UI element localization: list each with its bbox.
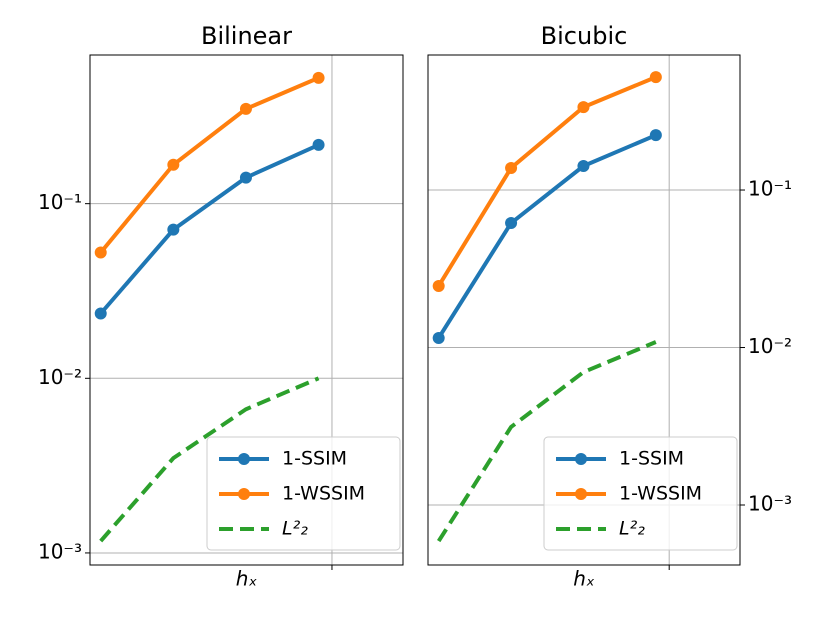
- data-point: [239, 102, 252, 115]
- data-point: [432, 331, 445, 344]
- data-point: [239, 171, 252, 184]
- chart-title: Bicubic: [541, 22, 628, 50]
- series-line: [436, 75, 657, 287]
- y-tick-label: 10⁻²: [748, 334, 792, 358]
- legend-marker: [238, 488, 250, 500]
- data-point: [577, 101, 590, 114]
- legend-marker: [575, 453, 587, 465]
- legend-marker: [238, 453, 250, 465]
- data-point: [505, 161, 518, 174]
- y-tick-label: 10⁻¹: [748, 177, 792, 201]
- legend-label: L²₂: [282, 518, 308, 540]
- chart-title: Bilinear: [201, 22, 292, 50]
- legend-box: [543, 436, 738, 551]
- legend-label: 1-SSIM: [619, 448, 684, 470]
- data-point: [432, 279, 445, 292]
- legend-marker: [575, 488, 587, 500]
- legend-label: 1-WSSIM: [619, 483, 702, 505]
- data-point: [649, 71, 662, 84]
- y-tick-label: 10⁻¹: [38, 190, 82, 214]
- axes-frame: [89, 54, 404, 566]
- series-line: [99, 76, 320, 254]
- legend-label: L²₂: [619, 518, 645, 540]
- series-line: [436, 133, 657, 340]
- data-point: [94, 246, 107, 259]
- legend-label: 1-SSIM: [282, 448, 347, 470]
- y-tick-label: 10⁻²: [38, 365, 82, 389]
- data-point: [649, 129, 662, 142]
- y-tick-label: 10⁻³: [38, 539, 82, 563]
- x-axis-label: hₓ: [236, 567, 258, 591]
- data-point: [312, 138, 325, 151]
- data-point: [167, 158, 180, 171]
- data-point: [167, 223, 180, 236]
- y-tick-label: 10⁻³: [748, 492, 792, 516]
- legend-label: 1-WSSIM: [282, 483, 365, 505]
- series-line: [99, 376, 320, 543]
- x-axis-label: hₓ: [573, 567, 595, 591]
- data-point: [505, 217, 518, 230]
- data-point: [94, 307, 107, 320]
- data-point: [312, 71, 325, 84]
- legend-box: [206, 436, 401, 551]
- series-line: [436, 340, 657, 543]
- axes-frame: [427, 54, 741, 566]
- series-line: [99, 143, 320, 315]
- data-point: [577, 160, 590, 173]
